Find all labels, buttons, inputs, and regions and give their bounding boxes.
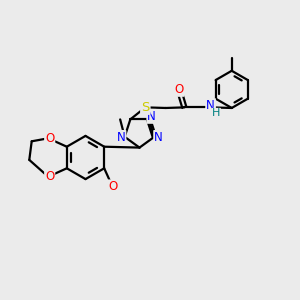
- Text: O: O: [108, 180, 117, 194]
- Text: H: H: [212, 108, 220, 118]
- Text: S: S: [141, 101, 149, 114]
- Text: N: N: [147, 110, 156, 123]
- Text: O: O: [45, 170, 54, 183]
- Text: N: N: [206, 99, 215, 112]
- Text: N: N: [154, 131, 163, 144]
- Text: O: O: [174, 83, 184, 96]
- Text: N: N: [117, 131, 125, 144]
- Text: O: O: [45, 132, 54, 145]
